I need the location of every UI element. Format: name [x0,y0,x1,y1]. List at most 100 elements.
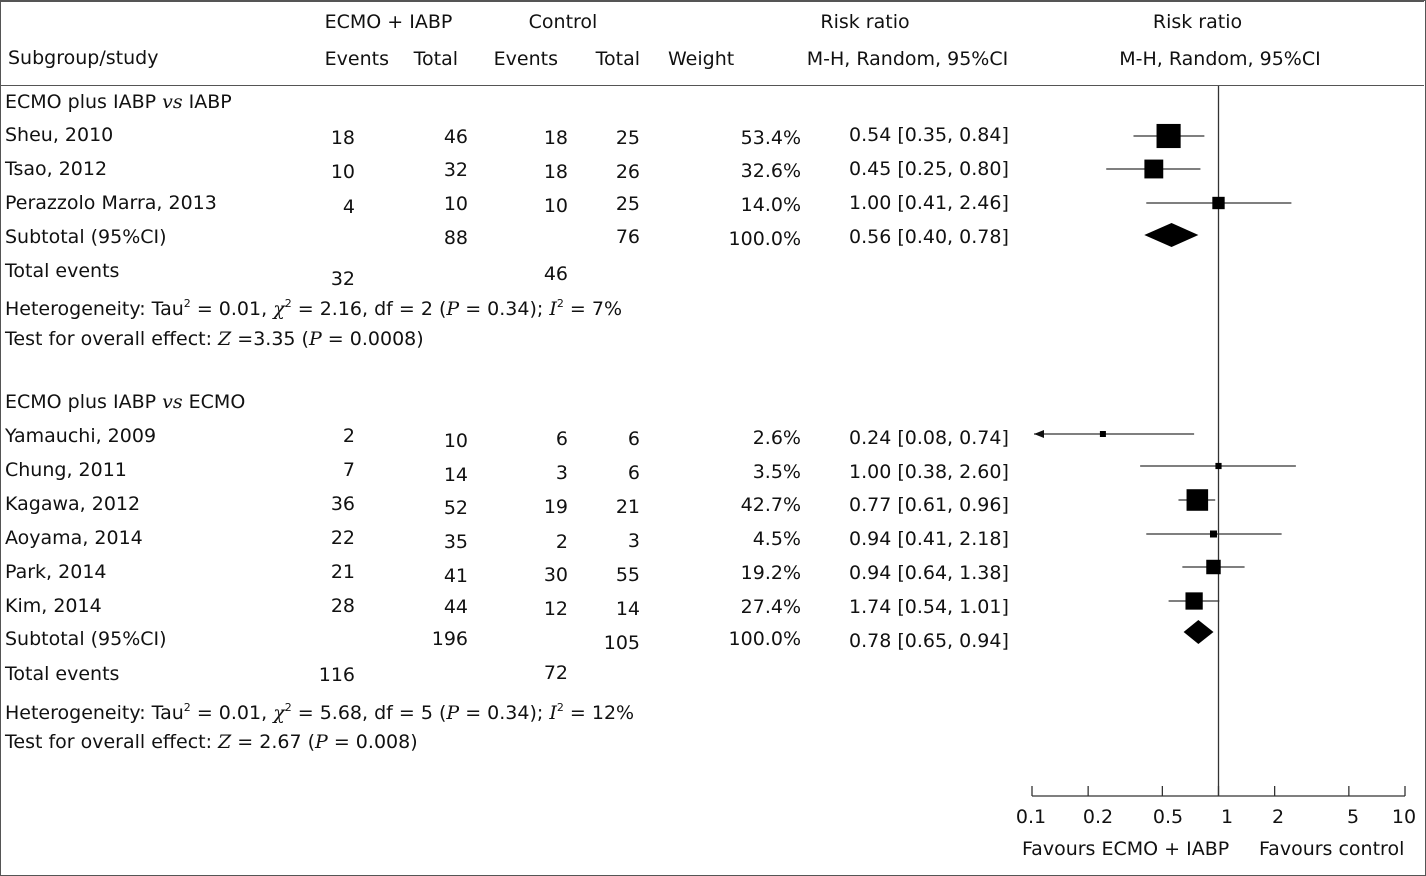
study-name: Yamauchi, 2009 [5,425,157,447]
total-1: 14 [443,464,468,486]
top-rule [1,1,1424,2]
events-2: 10 [543,195,568,217]
subtotal-total-1: 196 [431,628,468,650]
header-rr-col: Risk ratio [820,11,910,33]
total-2: 25 [615,193,640,215]
study-point [1186,489,1209,511]
pooled-diamond [1183,620,1214,644]
axis-tick-label: 0.1 [1015,806,1047,828]
total-1: 46 [443,126,468,148]
total-1: 41 [443,565,468,587]
total-events-label: Total events [5,260,120,282]
total-2: 26 [615,161,640,183]
subtotal-total-2: 105 [603,632,640,654]
total-2: 25 [615,127,640,149]
events-2: 6 [555,428,568,450]
rr-text: 0.94 [0.64, 1.38] [849,562,1009,584]
header-method-plot: M-H, Random, 95%CI [1119,48,1321,70]
weight: 53.4% [740,127,801,149]
study-point [1185,592,1203,610]
ci-arrow [1034,430,1044,438]
total-1: 52 [443,497,468,519]
header-events-1: Events [324,48,389,70]
total-2: 6 [627,462,640,484]
total-2: 55 [615,564,640,586]
header-total-1: Total [413,48,458,70]
total-2: 3 [627,530,640,552]
axis-tick-label: 10 [1391,806,1417,828]
header-rr-plot: Risk ratio [1152,11,1243,33]
study-name: Tsao, 2012 [5,158,108,180]
study-name: Perazzolo Marra, 2013 [5,192,217,214]
weight: 32.6% [740,160,801,182]
rr-text: 0.45 [0.25, 0.80] [849,158,1009,180]
header-weight: Weight [668,48,735,70]
weight: 42.7% [740,494,801,516]
events-1: 21 [330,561,355,583]
subtotal-label: Subtotal (95%CI) [5,226,167,248]
heterogeneity: Heterogeneity: Tau2 = 0.01, χ2 = 5.68, d… [5,701,635,724]
events-2: 12 [543,598,568,620]
study-name: Sheu, 2010 [5,124,114,146]
rr-text: 0.94 [0.41, 2.18] [849,528,1009,550]
total-2: 21 [615,496,640,518]
axis-tick-label: 2 [1271,806,1285,828]
weight: 3.5% [752,461,801,483]
study-name: Aoyama, 2014 [5,527,143,549]
heterogeneity: Heterogeneity: Tau2 = 0.01, χ2 = 2.16, d… [5,297,623,320]
weight: 2.6% [752,427,801,449]
total-1: 10 [443,430,468,452]
total-2: 6 [627,428,640,450]
header-events-2: Events [493,48,558,70]
header-group2: Control [528,11,598,33]
axis-tick-label: 0.5 [1152,806,1184,828]
subtotal-label: Subtotal (95%CI) [5,628,167,650]
total-1: 10 [443,193,468,215]
events-1: 22 [330,527,355,549]
total-2: 14 [615,598,640,620]
study-point [1156,123,1181,149]
study-name: Kagawa, 2012 [5,493,141,515]
total-1: 35 [443,531,468,553]
rr-text: 1.74 [0.54, 1.01] [849,596,1009,618]
axis-tick-label: 0.2 [1082,806,1114,828]
total-1: 32 [443,159,468,181]
study-point [1215,462,1222,470]
study-point [1099,431,1106,437]
favours-left: Favours ECMO + IABP [1022,838,1230,860]
total-1: 44 [443,596,468,618]
rr-text: 1.00 [0.38, 2.60] [849,461,1009,483]
subgroup-title: ECMO plus IABP vs IABP [5,91,232,113]
total-events-label: Total events [5,663,120,685]
weight: 19.2% [740,562,801,584]
total-events-1: 116 [318,664,355,686]
axis-tick-label: 1 [1220,806,1234,828]
header-group1: ECMO + IABP [324,11,453,33]
events-1: 7 [342,459,355,481]
study-name: Chung, 2011 [5,459,127,481]
study-point [1209,530,1217,538]
subtotal-rr-text: 0.78 [0.65, 0.94] [849,630,1009,652]
rr-text: 0.77 [0.61, 0.96] [849,494,1009,516]
rr-text: 0.24 [0.08, 0.74] [849,427,1009,449]
weight: 14.0% [740,194,801,216]
header-subgroup-study: Subgroup/study [8,47,159,69]
total-events-1: 32 [330,268,355,290]
rr-text: 1.00 [0.41, 2.46] [849,192,1009,214]
header-method-col: M-H, Random, 95%CI [806,48,1009,70]
events-1: 36 [330,493,355,515]
header-total-2: Total [595,48,640,70]
axis-tick-label: 5 [1346,806,1360,828]
study-point [1144,159,1164,179]
subtotal-total-2: 76 [615,226,640,248]
total-events-2: 72 [543,662,568,684]
events-1: 18 [330,127,355,149]
pooled-diamond [1144,223,1199,247]
overall-effect: Test for overall effect: Z =3.35 (P = 0.… [5,328,424,350]
subtotal-weight: 100.0% [728,628,801,650]
overall-effect: Test for overall effect: Z = 2.67 (P = 0… [5,731,418,753]
events-1: 4 [342,196,355,218]
study-point [1212,196,1225,210]
weight: 4.5% [752,528,801,550]
events-2: 19 [543,496,568,518]
